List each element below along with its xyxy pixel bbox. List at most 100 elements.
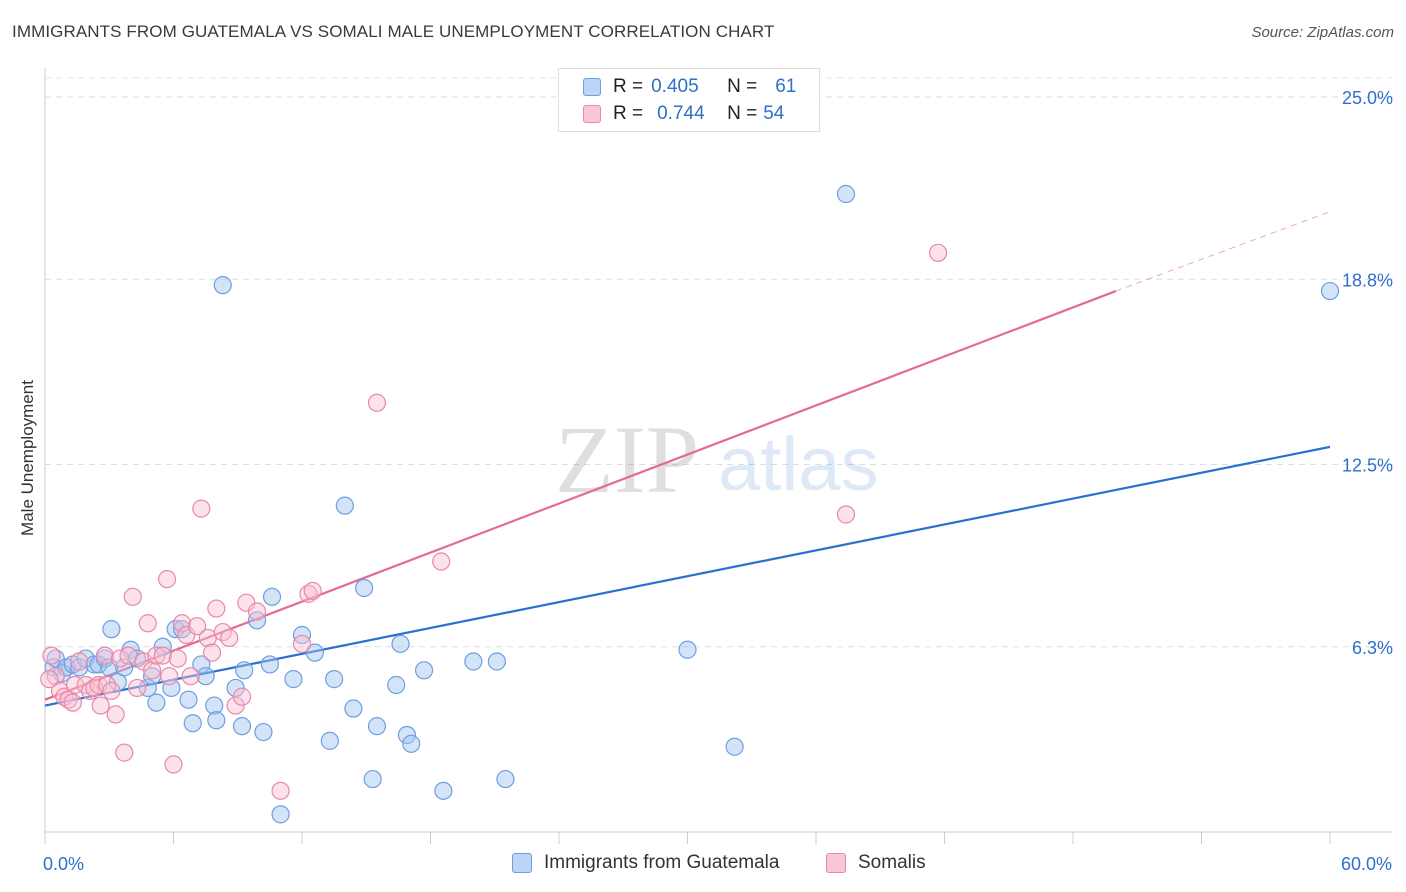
point-somalis — [303, 581, 322, 601]
point-guatemala — [284, 670, 303, 689]
point-somalis — [187, 617, 207, 636]
point-guatemala — [320, 731, 339, 750]
n-value: 61 — [775, 76, 797, 97]
point-guatemala — [355, 578, 374, 598]
source-label: Source: ZipAtlas.com — [1251, 24, 1394, 41]
point-somalis — [164, 755, 183, 774]
point-guatemala — [363, 769, 382, 789]
point-guatemala — [205, 696, 224, 715]
point-somalis — [168, 649, 187, 668]
point-somalis — [123, 587, 142, 606]
point-somalis — [63, 693, 82, 712]
point-guatemala — [305, 643, 324, 662]
point-guatemala — [262, 587, 282, 606]
point-guatemala — [344, 699, 363, 718]
r-label: R = — [613, 103, 644, 124]
legend-swatch-guatemala — [512, 853, 532, 873]
n-label: N = — [727, 103, 758, 124]
point-somalis — [160, 667, 179, 686]
point-somalis — [207, 599, 226, 618]
point-guatemala — [397, 725, 417, 745]
point-guatemala — [496, 769, 515, 789]
point-guatemala — [207, 711, 226, 730]
point-guatemala — [162, 678, 181, 698]
y-tick-label: 12.5% — [1342, 456, 1393, 476]
point-guatemala — [271, 805, 290, 824]
point-guatemala — [183, 714, 202, 733]
r-value: 0.744 — [657, 103, 705, 124]
point-guatemala — [725, 737, 744, 756]
point-guatemala — [367, 717, 387, 736]
y-tick-label: 6.3% — [1352, 638, 1393, 658]
trend-line-guatemala — [44, 445, 1331, 707]
tick-labels: 0.0% 60.0% 6.3% 12.5% 18.8% 25.0% — [43, 88, 1393, 874]
data-points — [40, 184, 1340, 824]
watermark: ZIP atlas — [555, 406, 879, 513]
point-somalis — [147, 646, 166, 665]
point-somalis — [271, 781, 290, 800]
n-label: N = — [727, 76, 758, 97]
point-somalis — [95, 646, 115, 665]
point-somalis — [367, 393, 387, 412]
point-guatemala — [213, 276, 232, 295]
point-somalis — [102, 681, 121, 700]
point-somalis — [220, 628, 239, 648]
y-tick-label: 18.8% — [1342, 270, 1393, 290]
point-guatemala — [836, 184, 856, 204]
legend-label-guatemala: Immigrants from Guatemala — [544, 852, 780, 873]
point-somalis — [232, 687, 252, 706]
point-somalis — [432, 552, 451, 571]
point-guatemala — [254, 722, 273, 742]
point-guatemala — [196, 667, 215, 686]
n-value: 54 — [763, 103, 785, 124]
point-guatemala — [678, 640, 697, 659]
gridlines — [45, 77, 1395, 648]
point-somalis — [292, 634, 312, 653]
point-somalis — [181, 667, 200, 686]
point-somalis — [247, 602, 267, 621]
point-guatemala — [235, 661, 254, 680]
r-value: 0.405 — [651, 76, 699, 97]
point-guatemala — [102, 620, 121, 639]
point-somalis — [928, 243, 948, 262]
point-guatemala — [387, 675, 406, 695]
point-somalis — [836, 505, 856, 524]
legend-swatch-somalis — [583, 105, 601, 123]
point-somalis — [127, 678, 147, 698]
watermark-atlas: atlas — [718, 422, 879, 507]
point-somalis — [153, 646, 172, 665]
r-label: R = — [613, 76, 644, 97]
point-guatemala — [232, 717, 252, 736]
point-somalis — [142, 661, 162, 680]
point-guatemala — [179, 690, 198, 709]
point-somalis — [202, 643, 222, 662]
point-guatemala — [391, 634, 410, 653]
stats-legend: R = 0.405 N = 61 R = 0.744 N = 54 — [558, 68, 820, 132]
point-guatemala — [414, 661, 434, 680]
series-legend: Immigrants from Guatemala Somalis — [0, 852, 1406, 878]
point-guatemala — [402, 734, 421, 753]
legend-item-somalis[interactable]: Somalis — [826, 852, 926, 874]
point-somalis — [172, 614, 192, 633]
point-guatemala — [335, 496, 354, 515]
point-guatemala — [464, 652, 483, 671]
trend-extension-somalis — [1115, 211, 1331, 292]
point-somalis — [192, 499, 211, 518]
point-guatemala — [138, 678, 157, 698]
point-somalis — [115, 743, 134, 762]
point-somalis — [70, 652, 89, 671]
legend-label-somalis: Somalis — [858, 852, 926, 873]
point-guatemala — [434, 781, 453, 800]
point-somalis — [40, 670, 59, 689]
point-somalis — [157, 570, 177, 589]
stats-row-somalis: R = 0.744 N = 54 — [583, 102, 784, 126]
x-tick-label: 0.0% — [43, 854, 84, 874]
x-tick-label: 60.0% — [1341, 854, 1392, 874]
legend-swatch-somalis — [826, 853, 846, 873]
point-guatemala — [487, 652, 506, 671]
chart-title: IMMIGRANTS FROM GUATEMALA VS SOMALI MALE… — [12, 22, 775, 41]
point-guatemala — [325, 670, 344, 689]
legend-item-guatemala[interactable]: Immigrants from Guatemala — [512, 852, 779, 874]
stats-row-guatemala: R = 0.405 N = 61 — [583, 75, 796, 99]
